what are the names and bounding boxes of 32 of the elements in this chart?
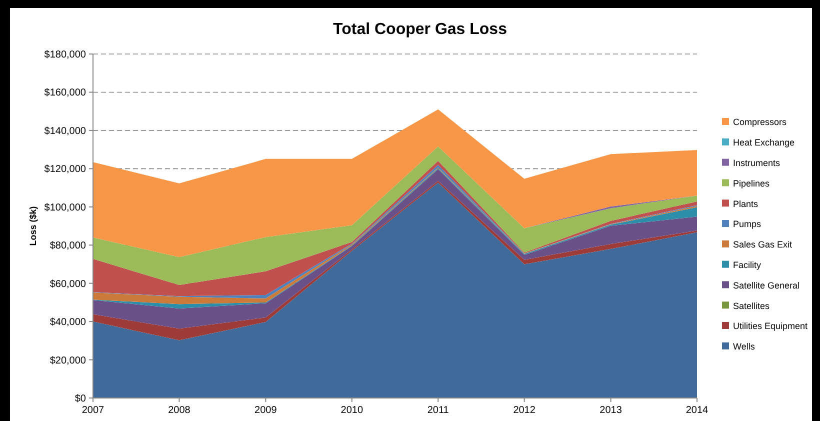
y-tick-label: $0 [74, 394, 86, 404]
y-axis-title: Loss ($k) [28, 206, 38, 246]
legend-label: Sales Gas Exit [733, 240, 793, 250]
y-tick-label: $160,000 [44, 88, 86, 99]
legend-label: Compressors [733, 117, 788, 128]
y-tick-label: $140,000 [44, 126, 86, 137]
y-tick-label: $20,000 [50, 355, 86, 366]
chart-title: Total Cooper Gas Loss [333, 21, 508, 38]
legend-label: Plants [733, 198, 759, 209]
legend-label: Pumps [733, 219, 762, 230]
x-tick-label: 2007 [82, 405, 105, 416]
x-tick-label: 2008 [168, 405, 191, 416]
x-tick-label: 2013 [600, 405, 622, 416]
x-tick-label: 2012 [513, 405, 536, 416]
legend-label: Pipelines [733, 178, 770, 188]
y-tick-label: $120,000 [44, 164, 86, 176]
x-tick-label: 2010 [340, 405, 364, 416]
legend-label: Utilities Equipment [733, 321, 808, 332]
y-tick-label: $180,000 [44, 50, 86, 60]
legend-label: Wells [733, 342, 756, 352]
x-tick-label: 2011 [427, 405, 450, 416]
legend-label: Satellite General [733, 280, 800, 290]
x-tick-label: 2009 [254, 405, 278, 416]
y-tick-label: $60,000 [50, 278, 86, 290]
legend-label: Instruments [733, 158, 781, 168]
y-tick-label: $80,000 [50, 240, 86, 252]
legend-label: Satellites [733, 300, 770, 311]
y-tick-label: $40,000 [50, 317, 86, 328]
y-tick-label: $100,000 [44, 202, 86, 214]
legend-label: Heat Exchange [733, 138, 795, 148]
x-tick-label: 2014 [686, 405, 709, 416]
legend-label: Facility [733, 260, 762, 270]
